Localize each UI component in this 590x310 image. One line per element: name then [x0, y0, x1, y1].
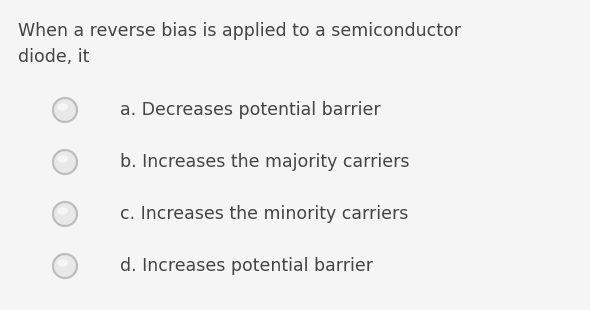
Text: a. Decreases potential barrier: a. Decreases potential barrier: [120, 101, 381, 119]
Text: diode, it: diode, it: [18, 48, 89, 66]
Text: c. Increases the minority carriers: c. Increases the minority carriers: [120, 205, 408, 223]
Text: d. Increases potential barrier: d. Increases potential barrier: [120, 257, 373, 275]
Text: When a reverse bias is applied to a semiconductor: When a reverse bias is applied to a semi…: [18, 22, 461, 40]
Ellipse shape: [57, 155, 68, 163]
Ellipse shape: [57, 207, 68, 215]
Ellipse shape: [53, 202, 77, 226]
Ellipse shape: [53, 254, 77, 278]
Ellipse shape: [57, 104, 68, 111]
Ellipse shape: [57, 259, 68, 267]
Text: b. Increases the majority carriers: b. Increases the majority carriers: [120, 153, 409, 171]
Ellipse shape: [53, 150, 77, 174]
Ellipse shape: [53, 98, 77, 122]
